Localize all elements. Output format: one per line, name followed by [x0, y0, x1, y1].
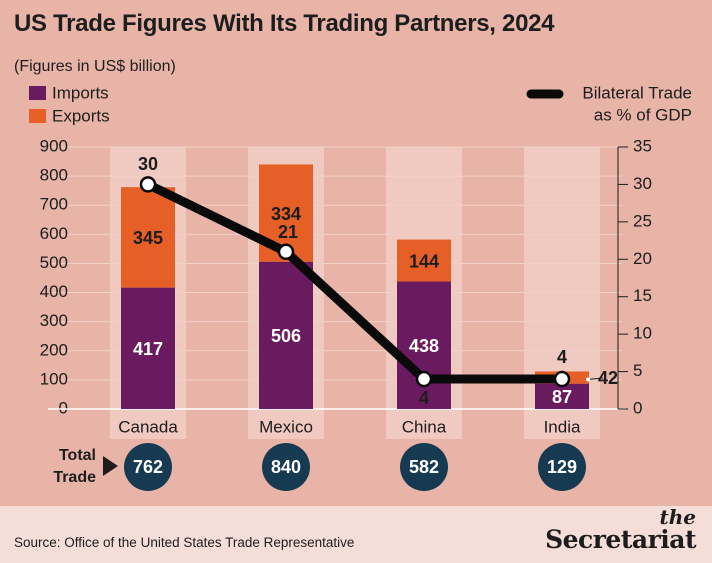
y-tick-left: 800 [40, 166, 68, 185]
total-value: 129 [547, 457, 577, 477]
y-tick-left: 500 [40, 253, 68, 272]
legend-label-imports: Imports [52, 83, 109, 102]
y-tick-left: 0 [59, 398, 68, 417]
legend-label-exports: Exports [52, 106, 110, 125]
total-badge [262, 443, 310, 491]
line-value-label: 21 [278, 222, 298, 242]
line-value-label: 4 [557, 347, 567, 367]
y-tick-left: 400 [40, 282, 68, 301]
data-label-imports: 438 [409, 336, 439, 356]
x-tick-label: Canada [118, 417, 178, 436]
line-point [277, 243, 295, 261]
data-label-exports: 345 [133, 228, 163, 248]
chart-title: US Trade Figures With Its Trading Partne… [14, 10, 555, 37]
total-value: 582 [409, 457, 439, 477]
line-point [553, 370, 571, 388]
y-tick-right: 25 [633, 211, 652, 230]
y-tick-left: 700 [40, 195, 68, 214]
total-badge [124, 443, 172, 491]
data-label-imports: 417 [133, 339, 163, 359]
line-value-label: 30 [138, 154, 158, 174]
brand-logo: the Secretariat [545, 505, 696, 554]
totals-label: Total [59, 447, 96, 464]
x-tick-label: India [544, 417, 581, 436]
y-tick-left: 600 [40, 224, 68, 243]
legend-label-line-2: as % of GDP [594, 105, 692, 124]
brand-the: the [659, 505, 696, 529]
y-tick-left: 900 [40, 136, 68, 155]
y-tick-right: 5 [633, 361, 642, 380]
data-label-imports: 87 [552, 387, 572, 407]
callout-dot [586, 377, 590, 382]
source-note: Source: Office of the United States Trad… [14, 535, 355, 550]
x-tick-label: China [402, 417, 447, 436]
data-label-exports: 42 [598, 368, 618, 388]
data-label-exports: 144 [409, 251, 439, 271]
totals-label: Trade [53, 469, 96, 486]
y-tick-left: 300 [40, 311, 68, 330]
bar-imports [121, 287, 175, 409]
footer: Source: Office of the United States Trad… [0, 506, 712, 563]
legend-swatch-imports [29, 86, 46, 100]
line-series-gdp [146, 180, 562, 384]
chart-subtitle: (Figures in US$ billion) [14, 58, 176, 75]
bar-exports [397, 239, 451, 282]
y-tick-right: 15 [633, 286, 652, 305]
brand-name: Secretariat [545, 525, 696, 554]
line-value-label: 4 [419, 388, 429, 408]
y-tick-right: 20 [633, 249, 652, 268]
y-tick-right: 30 [633, 174, 652, 193]
trade-chart: 0 100 200 300 400 500 600 700 800 900 0 5 10 15 20 25 30… [29, 83, 692, 491]
x-tick-label: Mexico [259, 417, 313, 436]
total-badge [538, 443, 586, 491]
total-value: 762 [133, 457, 163, 477]
data-label-imports: 506 [271, 326, 301, 346]
bar-imports [397, 281, 451, 409]
totals-arrow-icon [103, 456, 118, 476]
line-point [139, 176, 157, 193]
total-value: 840 [271, 457, 301, 477]
y-tick-right: 0 [633, 398, 642, 417]
y-tick-left: 100 [40, 369, 68, 388]
y-tick-right: 35 [633, 136, 652, 155]
y-tick-right: 10 [633, 324, 652, 343]
data-label-exports: 334 [271, 204, 301, 224]
legend-swatch-exports [29, 109, 46, 123]
bar-imports [535, 383, 589, 409]
y-tick-left: 200 [40, 340, 68, 359]
bar-imports [259, 261, 313, 409]
legend-label-line: Bilateral Trade [582, 83, 692, 102]
total-badge [400, 443, 448, 491]
line-point [415, 370, 433, 388]
bar-exports [121, 187, 175, 288]
